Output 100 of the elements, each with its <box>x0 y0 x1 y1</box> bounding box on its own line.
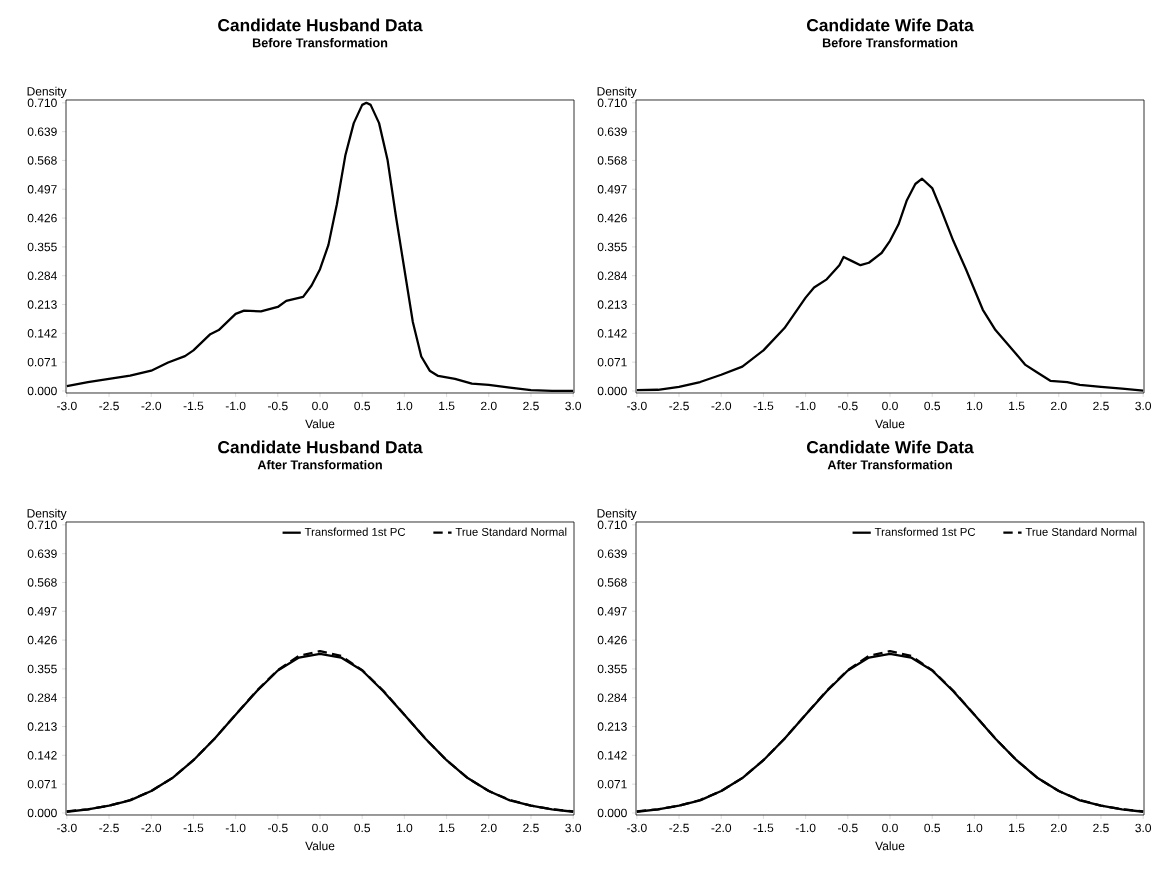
x-tick-label: -3.0 <box>57 823 77 833</box>
legend-label: True Standard Normal <box>455 527 567 536</box>
x-tick-label: 0.5 <box>354 401 371 411</box>
chart-title: Candidate Husband Data <box>218 440 423 454</box>
x-tick-label: 1.0 <box>966 401 983 411</box>
legend-label: True Standard Normal <box>1025 527 1137 536</box>
x-tick-label: 1.5 <box>439 401 455 411</box>
y-tick-label: 0.000 <box>597 386 627 396</box>
legend-label: Transformed 1st PC <box>304 527 406 536</box>
chart-subtitle: After Transformation <box>257 459 382 470</box>
x-tick-label: 2.0 <box>481 823 497 833</box>
y-tick-label: 0.000 <box>27 808 57 818</box>
chart-title: Candidate Husband Data <box>218 18 423 32</box>
y-tick-label: 0.497 <box>27 607 57 616</box>
y-tick-label: 0.142 <box>27 751 57 760</box>
x-tick-label: 0.5 <box>924 401 941 411</box>
x-tick-label: 0.5 <box>354 823 371 833</box>
x-tick-label: 2.5 <box>1093 401 1109 411</box>
x-tick-label: -1.0 <box>795 823 816 833</box>
x-tick-label: -1.5 <box>183 401 204 411</box>
y-tick-label: 0.568 <box>597 578 627 587</box>
y-tick-label: 0.355 <box>597 242 627 252</box>
chart-subtitle: Before Transformation <box>252 37 388 48</box>
x-tick-label: -1.5 <box>753 823 774 833</box>
y-tick-label: 0.568 <box>597 156 627 165</box>
y-tick-label: 0.568 <box>27 156 57 165</box>
y-tick-label: 0.426 <box>597 213 627 223</box>
y-tick-label: 0.639 <box>27 549 57 558</box>
x-axis-title: Value <box>305 419 335 429</box>
legend-label: Transformed 1st PC <box>874 527 976 536</box>
x-tick-label: 0.0 <box>882 401 898 411</box>
x-axis-title: Value <box>875 419 905 429</box>
x-tick-label: -0.5 <box>838 823 858 833</box>
x-axis-title: Value <box>305 841 335 851</box>
x-tick-label: 2.0 <box>1051 401 1067 411</box>
chart-title: Candidate Wife Data <box>807 440 974 454</box>
x-tick-label: 2.5 <box>523 401 539 411</box>
x-tick-label: -1.5 <box>753 401 774 411</box>
y-tick-label: 0.426 <box>597 635 627 645</box>
y-tick-label: 0.710 <box>27 98 57 108</box>
y-tick-label: 0.000 <box>597 808 627 818</box>
y-tick-label: 0.284 <box>597 693 627 702</box>
y-tick-label: 0.710 <box>597 520 627 530</box>
x-tick-label: 1.5 <box>1009 823 1025 833</box>
x-tick-label: -2.5 <box>669 401 689 411</box>
y-tick-label: 0.568 <box>27 578 57 587</box>
line-series <box>66 101 574 393</box>
x-tick-label: 3.0 <box>1135 823 1152 833</box>
y-tick-label: 0.284 <box>27 271 57 280</box>
x-tick-label: -0.5 <box>268 401 288 411</box>
y-tick-label: 0.071 <box>27 779 57 789</box>
y-axis-title: Density <box>27 508 67 520</box>
x-tick-label: 1.5 <box>439 823 455 833</box>
x-tick-label: -3.0 <box>627 401 647 411</box>
x-tick-label: -3.0 <box>627 823 647 833</box>
x-tick-label: -0.5 <box>838 401 858 411</box>
y-tick-label: 0.213 <box>597 722 627 731</box>
chart-title: Candidate Wife Data <box>807 18 974 32</box>
x-tick-label: -1.0 <box>225 401 246 411</box>
y-tick-label: 0.710 <box>597 98 627 108</box>
y-tick-label: 0.071 <box>597 357 627 367</box>
x-tick-label: 0.0 <box>312 823 328 833</box>
x-tick-label: -2.0 <box>141 823 162 833</box>
y-tick-label: 0.213 <box>27 722 57 731</box>
x-tick-label: 3.0 <box>565 401 582 411</box>
y-tick-label: 0.639 <box>597 127 627 136</box>
x-tick-label: -1.5 <box>183 823 204 833</box>
y-tick-label: 0.497 <box>597 185 627 194</box>
chart-subtitle: Before Transformation <box>822 37 958 48</box>
y-tick-label: 0.213 <box>597 300 627 309</box>
x-tick-label: 1.0 <box>966 823 983 833</box>
y-axis-title: Density <box>27 86 67 98</box>
x-tick-label: 1.0 <box>396 823 413 833</box>
x-tick-label: 2.0 <box>1051 823 1067 833</box>
x-tick-label: -2.5 <box>669 823 689 833</box>
y-axis-title: Density <box>597 508 637 520</box>
x-tick-label: -1.0 <box>795 401 816 411</box>
x-tick-label: -2.5 <box>99 401 119 411</box>
y-tick-label: 0.142 <box>27 329 57 338</box>
x-tick-label: 2.0 <box>481 401 497 411</box>
y-axis-title: Density <box>597 86 637 98</box>
y-tick-label: 0.142 <box>597 751 627 760</box>
y-tick-label: 0.071 <box>597 779 627 789</box>
y-tick-label: 0.071 <box>27 357 57 367</box>
x-tick-label: 0.5 <box>924 823 941 833</box>
y-tick-label: 0.213 <box>27 300 57 309</box>
x-tick-label: 0.0 <box>312 401 328 411</box>
x-axis-title: Value <box>875 841 905 851</box>
x-tick-label: 3.0 <box>1135 401 1152 411</box>
x-tick-label: 2.5 <box>1093 823 1109 833</box>
y-tick-label: 0.284 <box>27 693 57 702</box>
y-tick-label: 0.355 <box>27 242 57 252</box>
x-tick-label: -1.0 <box>225 823 246 833</box>
y-tick-label: 0.355 <box>597 664 627 674</box>
x-tick-label: 3.0 <box>565 823 582 833</box>
y-tick-label: 0.142 <box>597 329 627 338</box>
x-tick-label: 1.5 <box>1009 401 1025 411</box>
x-tick-label: -0.5 <box>268 823 288 833</box>
x-tick-label: -2.5 <box>99 823 119 833</box>
x-tick-label: -2.0 <box>711 823 732 833</box>
